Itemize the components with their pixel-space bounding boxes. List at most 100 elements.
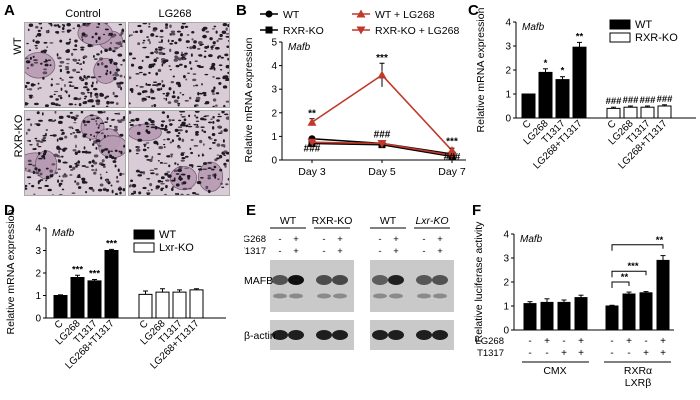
stained-nucleus: [66, 49, 70, 52]
stained-nucleus: [37, 87, 40, 90]
stained-nucleus: [192, 73, 197, 76]
stained-nucleus: [168, 118, 172, 122]
stained-nucleus: [193, 85, 195, 87]
chart-d-bar: [104, 250, 119, 319]
stained-nucleus: [165, 94, 169, 97]
stained-nucleus: [68, 126, 74, 129]
chart-f-lg268-sign: +: [544, 336, 550, 347]
stained-nucleus: [137, 24, 142, 28]
stained-nucleus: [106, 134, 110, 137]
blot-lg268-sign: -: [422, 234, 425, 245]
stained-nucleus: [68, 81, 73, 83]
stained-nucleus: [75, 144, 77, 149]
chart-c-legend-label: RXR-KO: [635, 32, 678, 44]
stained-nucleus: [98, 76, 102, 78]
stained-nucleus: [218, 55, 222, 58]
stained-nucleus: [216, 154, 220, 156]
stained-nucleus: [202, 168, 208, 170]
stained-nucleus: [171, 95, 176, 99]
stained-nucleus: [42, 139, 47, 142]
stained-nucleus: [103, 134, 106, 139]
chart-c-bar: [606, 107, 621, 119]
stained-nucleus: [29, 95, 33, 99]
chart-b-y-tick-label: 2: [271, 108, 277, 119]
blot-row-t1317-label: T1317: [244, 246, 266, 257]
stained-nucleus: [182, 57, 185, 61]
chart-d-legend-swatch: [133, 242, 155, 253]
stained-nucleus: [211, 45, 216, 47]
blot-band-actin: [416, 330, 432, 340]
stained-nucleus: [195, 120, 200, 122]
stained-nucleus: [156, 142, 159, 146]
stained-nucleus: [221, 30, 227, 34]
chart-c-y-tick-label: 2: [505, 66, 511, 77]
stained-nucleus: [114, 164, 117, 168]
stained-nucleus: [79, 76, 82, 80]
stained-nucleus: [57, 179, 59, 183]
stained-nucleus: [102, 165, 106, 168]
stained-nucleus: [93, 135, 96, 138]
stained-nucleus: [137, 174, 143, 177]
blot-lg268-sign: -: [278, 234, 281, 245]
stained-nucleus: [97, 188, 103, 192]
stained-nucleus: [47, 59, 52, 61]
chart-f-y-tick-label: 4: [503, 230, 509, 241]
stained-nucleus: [102, 33, 106, 36]
stained-nucleus: [93, 58, 98, 60]
stained-nucleus: [104, 121, 108, 123]
stained-nucleus: [217, 113, 221, 115]
chart-c-bar: [572, 46, 587, 119]
stained-nucleus: [60, 179, 64, 183]
stained-nucleus: [181, 51, 183, 55]
blot-band-mafb: [288, 275, 304, 285]
stained-nucleus: [141, 97, 146, 100]
stained-nucleus: [115, 102, 119, 105]
stained-nucleus: [59, 77, 62, 80]
stained-nucleus: [104, 65, 108, 68]
stained-nucleus: [144, 121, 149, 125]
chart-b-annotation: ***: [376, 53, 388, 64]
stained-nucleus: [204, 45, 208, 49]
stained-nucleus: [86, 120, 91, 124]
stained-nucleus: [207, 177, 211, 179]
panel-a-header-lg268: LG268: [158, 8, 192, 20]
stained-nucleus: [185, 155, 189, 158]
stained-nucleus: [58, 150, 61, 154]
chart-d-legend-label: Lxr-KO: [159, 242, 194, 254]
micrograph-wt-lg268: [128, 22, 230, 108]
blot-band-mafb: [316, 275, 332, 285]
stained-nucleus: [32, 55, 35, 59]
stained-nucleus: [150, 172, 155, 175]
blot-t1317-sign: +: [293, 246, 299, 257]
stained-nucleus: [32, 170, 36, 175]
stained-nucleus: [187, 174, 191, 178]
stained-nucleus: [150, 33, 155, 37]
stained-nucleus: [28, 182, 31, 185]
stained-nucleus: [33, 61, 39, 64]
stained-nucleus: [214, 46, 220, 50]
stained-nucleus: [77, 150, 81, 154]
stained-nucleus: [215, 77, 221, 80]
stained-nucleus: [215, 92, 220, 95]
stained-nucleus: [209, 67, 214, 70]
stained-nucleus: [200, 176, 204, 179]
stained-nucleus: [27, 159, 32, 163]
stained-nucleus: [155, 72, 159, 76]
stained-nucleus: [100, 163, 106, 166]
stained-nucleus: [74, 103, 77, 106]
stained-nucleus: [95, 146, 98, 150]
chart-d-title: Mafb: [52, 228, 75, 239]
chart-c-bar: [555, 79, 570, 119]
stained-nucleus: [138, 123, 142, 127]
stained-nucleus: [177, 126, 183, 128]
stained-nucleus: [158, 48, 163, 51]
stained-nucleus: [159, 29, 164, 33]
stained-nucleus: [136, 131, 141, 135]
stained-nucleus: [172, 75, 175, 78]
stained-nucleus: [68, 94, 71, 98]
stained-nucleus: [113, 62, 118, 66]
stained-nucleus: [116, 175, 119, 179]
stained-nucleus: [207, 189, 211, 194]
stained-nucleus: [105, 179, 109, 183]
chart-f-bar: [557, 301, 571, 331]
